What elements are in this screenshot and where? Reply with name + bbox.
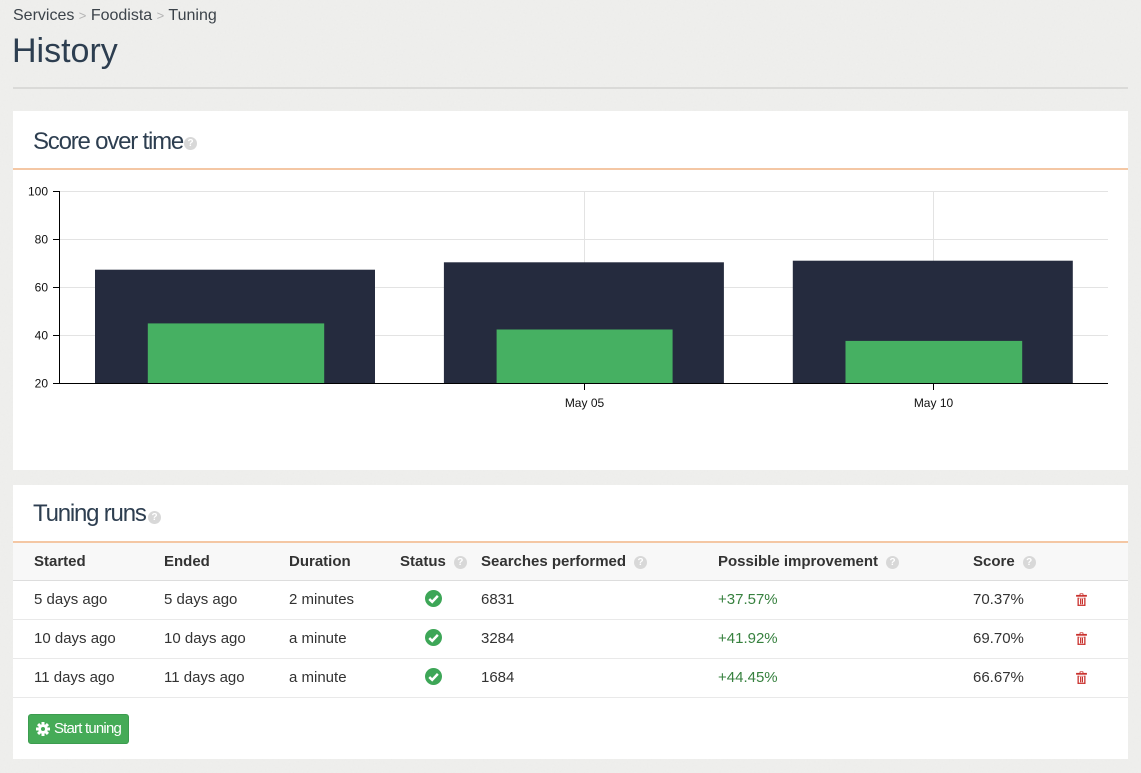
svg-text:100: 100 xyxy=(28,185,48,199)
svg-text:60: 60 xyxy=(35,281,49,295)
svg-text:May 05: May 05 xyxy=(565,396,605,410)
svg-text:20: 20 xyxy=(35,377,49,391)
svg-text:40: 40 xyxy=(35,329,49,343)
svg-text:80: 80 xyxy=(35,233,49,247)
svg-text:May 10: May 10 xyxy=(914,396,954,410)
